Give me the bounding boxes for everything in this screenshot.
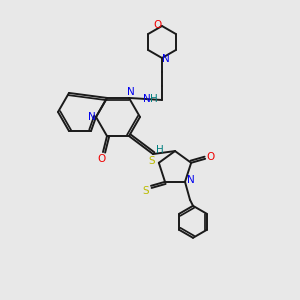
Text: H: H (150, 94, 158, 104)
Text: N: N (162, 54, 170, 64)
Text: N: N (127, 87, 135, 97)
Text: S: S (143, 186, 149, 196)
Text: N: N (187, 175, 195, 185)
Text: N: N (88, 112, 96, 122)
Text: S: S (148, 156, 155, 166)
Text: H: H (156, 145, 164, 155)
Text: O: O (153, 20, 161, 30)
Text: N: N (142, 94, 150, 104)
Text: O: O (97, 154, 105, 164)
Text: O: O (206, 152, 214, 162)
